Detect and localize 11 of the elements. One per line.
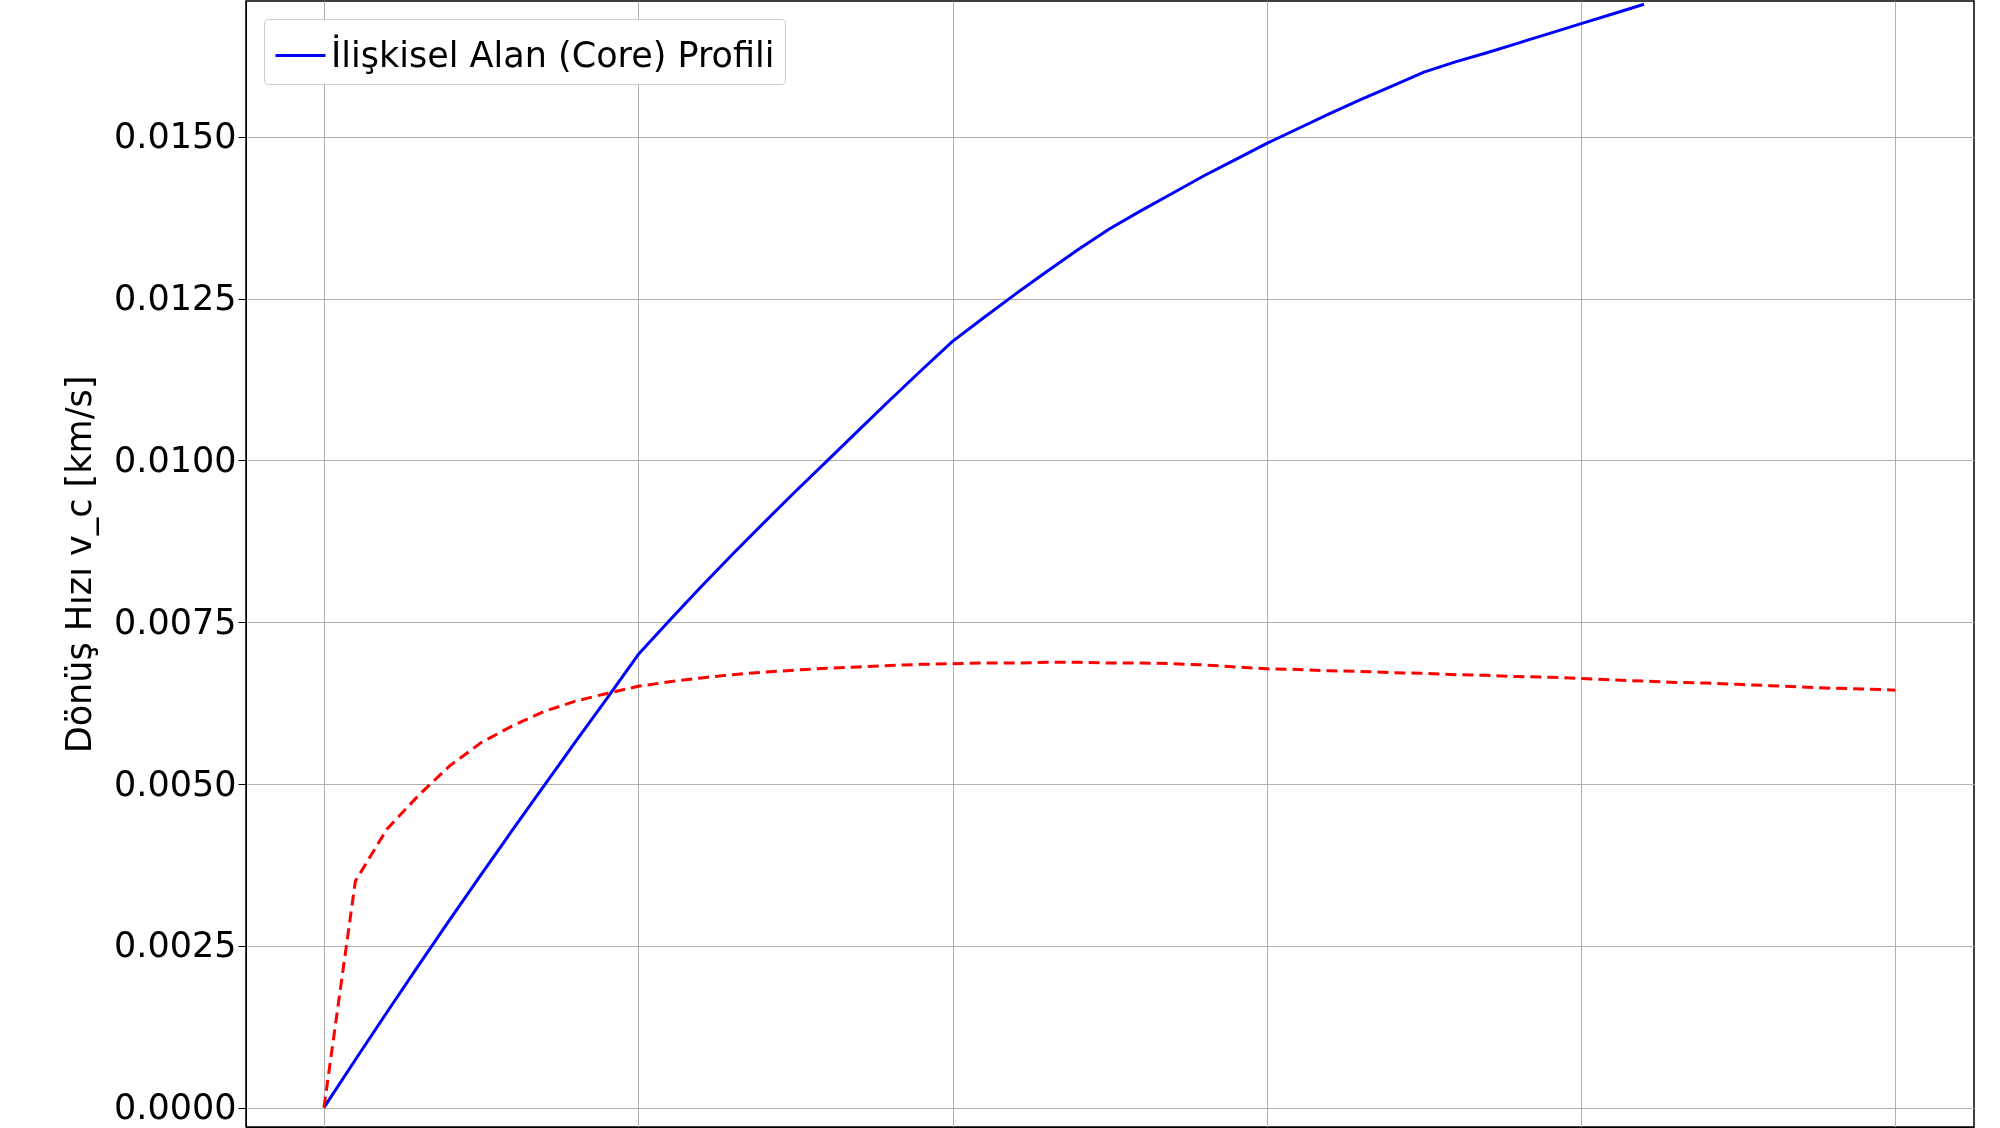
y-tick-label: 0.0000: [114, 1087, 237, 1128]
line-series: [322, 2, 1646, 1110]
y-tick-label: 0.0075: [114, 601, 237, 642]
y-tick-label: 0.0100: [114, 439, 237, 480]
y-tick-label: 0.0125: [114, 278, 237, 319]
line-series: [322, 660, 1897, 1110]
legend-label: İlişkisel Alan (Core) Profili: [331, 33, 775, 75]
y-axis-title: Dönüş Hızı v_c [km/s]: [59, 375, 100, 754]
y-tick-label: 0.0025: [114, 925, 237, 966]
y-tick-label: 0.0050: [114, 763, 237, 804]
y-tick-label: 0.0150: [114, 116, 237, 157]
